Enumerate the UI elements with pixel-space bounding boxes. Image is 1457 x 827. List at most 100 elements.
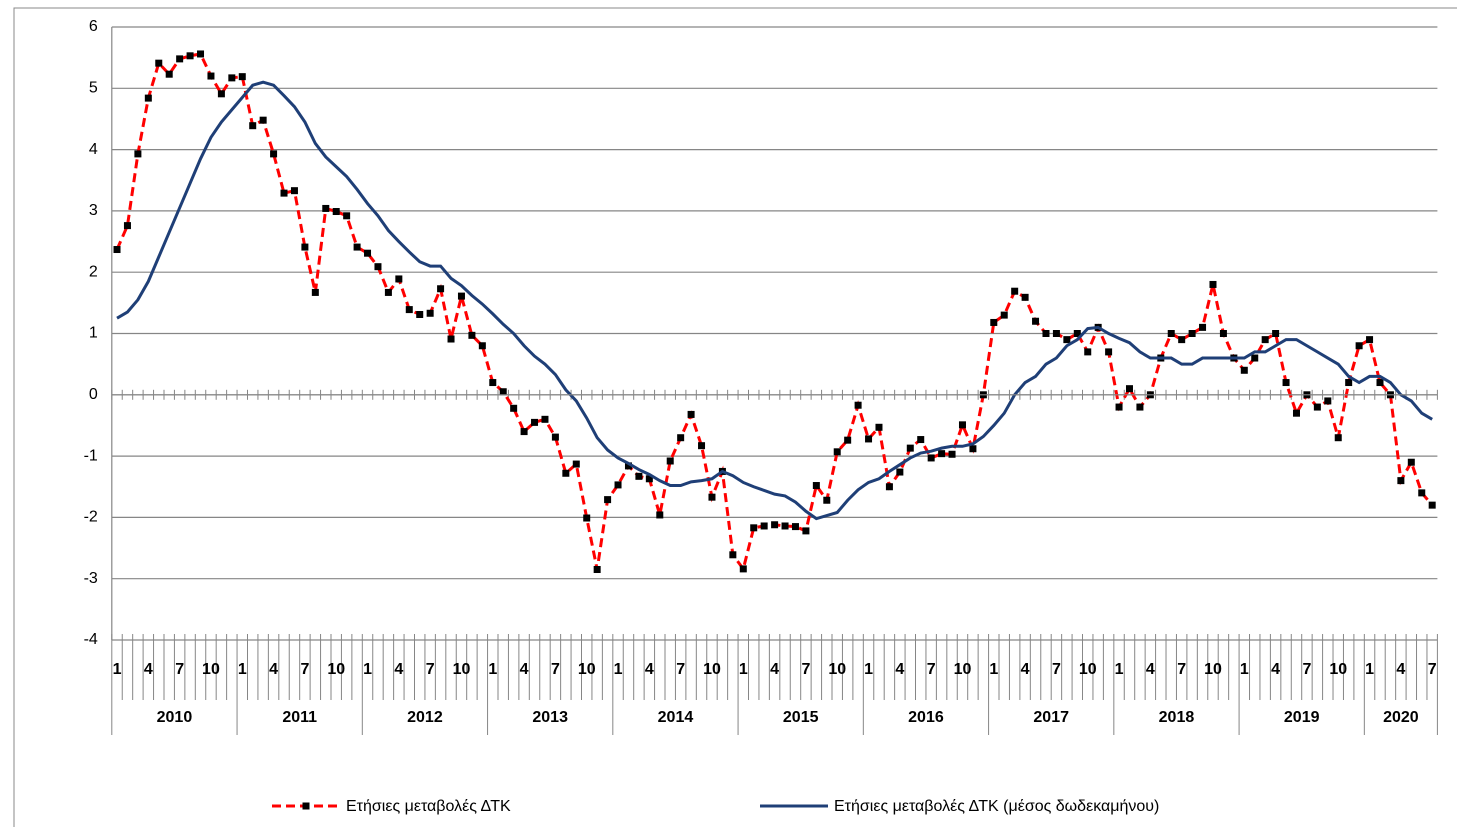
data-marker: [865, 435, 873, 443]
y-tick-label: -3: [84, 570, 98, 587]
y-tick-label: 4: [89, 141, 98, 158]
data-marker: [217, 90, 225, 98]
year-label: 2010: [157, 709, 193, 726]
data-marker: [1073, 330, 1081, 337]
data-marker: [322, 204, 330, 212]
year-label: 2018: [1159, 709, 1195, 726]
data-marker: [791, 523, 799, 531]
x-tick-label: 10: [453, 661, 471, 678]
y-tick-label: -2: [84, 509, 98, 526]
y-tick-label: 1: [89, 325, 98, 342]
data-marker: [739, 565, 747, 573]
x-tick-label: 7: [801, 661, 810, 678]
data-marker: [249, 122, 257, 130]
data-marker: [165, 70, 173, 78]
data-marker: [938, 450, 946, 458]
x-tick-label: 7: [1052, 661, 1061, 678]
data-marker: [635, 472, 643, 480]
data-marker: [572, 460, 580, 468]
y-tick-label: 5: [89, 80, 98, 97]
x-tick-label: 4: [394, 661, 403, 678]
data-marker: [677, 434, 685, 442]
data-marker: [1366, 336, 1374, 344]
data-marker: [1376, 379, 1384, 387]
data-marker: [1136, 403, 1144, 411]
legend-label: Ετήσιες μεταβολές ΔΤΚ: [346, 798, 511, 815]
data-marker: [416, 310, 424, 318]
data-marker: [1052, 330, 1060, 337]
y-tick-label: 2: [89, 263, 98, 280]
x-tick-label: 10: [703, 661, 721, 678]
data-marker: [520, 428, 528, 436]
x-tick-label: 10: [1204, 661, 1222, 678]
data-marker: [238, 73, 246, 81]
data-marker: [1272, 330, 1280, 337]
data-marker: [197, 50, 205, 58]
data-marker: [593, 566, 601, 574]
year-label: 2011: [282, 709, 317, 726]
chart-frame: [13, 7, 1457, 827]
data-marker: [917, 436, 925, 444]
x-tick-label: 7: [1177, 661, 1186, 678]
data-marker: [1125, 385, 1133, 393]
data-marker: [499, 388, 507, 396]
data-marker: [1084, 348, 1092, 356]
data-marker: [1199, 323, 1207, 331]
data-marker: [280, 189, 288, 197]
data-marker: [666, 457, 674, 465]
x-tick-label: 7: [300, 661, 309, 678]
data-marker: [1042, 330, 1050, 337]
data-marker: [301, 243, 309, 251]
year-label: 2015: [783, 709, 819, 726]
y-tick-label: -1: [84, 447, 98, 464]
data-marker: [144, 94, 152, 102]
y-tick-label: 6: [89, 18, 98, 35]
data-marker: [1292, 409, 1300, 417]
year-label: 2017: [1033, 709, 1069, 726]
data-marker: [228, 74, 236, 82]
data-marker: [1407, 458, 1415, 466]
data-marker: [426, 309, 434, 317]
year-label: 2014: [658, 709, 694, 726]
data-marker: [207, 72, 215, 80]
data-marker: [1021, 293, 1029, 301]
data-marker: [990, 318, 998, 326]
x-tick-label: 1: [488, 661, 497, 678]
data-marker: [1261, 336, 1269, 344]
x-tick-label: 1: [864, 661, 873, 678]
data-marker: [969, 445, 977, 453]
data-marker: [948, 450, 956, 458]
x-tick-label: 1: [238, 661, 247, 678]
x-tick-label: 4: [1271, 661, 1280, 678]
data-marker: [1115, 403, 1123, 411]
x-tick-label: 1: [113, 661, 122, 678]
data-marker: [750, 524, 758, 532]
data-marker: [155, 59, 163, 67]
x-tick-label: 10: [327, 661, 345, 678]
data-marker: [823, 496, 831, 504]
data-marker: [844, 436, 852, 444]
data-marker: [1251, 354, 1259, 362]
data-marker: [290, 187, 298, 195]
data-marker: [1428, 501, 1436, 509]
x-tick-label: 4: [1396, 661, 1405, 678]
x-tick-label: 4: [770, 661, 779, 678]
data-marker: [562, 469, 570, 477]
data-marker: [270, 150, 278, 158]
x-tick-label: 7: [1428, 661, 1437, 678]
y-tick-label: 0: [89, 386, 98, 403]
data-marker: [906, 444, 914, 452]
data-marker: [364, 249, 372, 257]
data-marker: [541, 415, 549, 423]
data-marker: [645, 475, 653, 483]
x-tick-label: 4: [144, 661, 153, 678]
data-marker: [1209, 280, 1217, 288]
x-tick-label: 4: [645, 661, 654, 678]
x-tick-label: 1: [1115, 661, 1124, 678]
x-tick-label: 1: [739, 661, 748, 678]
data-marker: [875, 423, 883, 431]
x-tick-label: 7: [551, 661, 560, 678]
x-tick-label: 4: [269, 661, 278, 678]
series-line: [116, 80, 1433, 521]
data-marker: [708, 493, 716, 501]
